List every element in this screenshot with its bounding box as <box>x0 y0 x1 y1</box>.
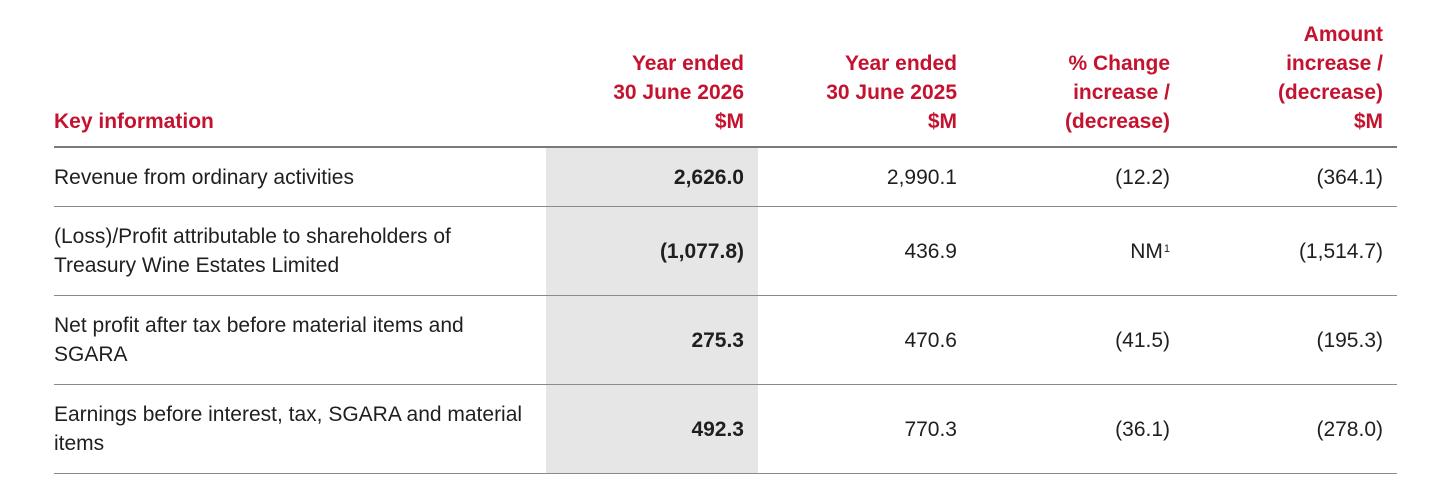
cell-prior-year: 770.3 <box>904 417 957 441</box>
header-amt-line-4: $M <box>1353 110 1383 133</box>
row-label: (Loss)/Profit attributable to shareholde… <box>54 225 451 277</box>
header-pct-line-3: (decrease) <box>1064 110 1170 133</box>
cell-prior-year: 470.6 <box>904 328 957 352</box>
header-prior-line-1: Year ended <box>844 52 957 75</box>
table-row-ebit: Earnings before interest, tax, SGARA and… <box>54 384 1397 474</box>
header-current-year: Year ended 30 June 2026 $M <box>546 20 758 147</box>
cell-percent-change: NM1 <box>971 207 1184 296</box>
key-information-table-container: Key information Year ended 30 June 2026 … <box>54 20 1397 474</box>
header-current-line-1: Year ended <box>631 52 744 75</box>
header-key-information-label: Key information <box>54 110 214 133</box>
header-pct-line-2: increase / <box>1073 81 1170 104</box>
table-row-profit-attributable: (Loss)/Profit attributable to shareholde… <box>54 206 1397 296</box>
header-prior-line-2: 30 June 2025 <box>826 81 957 104</box>
header-amt-line-1: Amount <box>1303 23 1383 46</box>
footnote-marker: 1 <box>1163 242 1170 255</box>
header-amount-change: Amount increase / (decrease) $M <box>1184 20 1397 147</box>
percent-change-value: (12.2) <box>1115 165 1170 189</box>
cell-current-year: 275.3 <box>546 295 758 385</box>
cell-amount-change: (278.0) <box>1316 417 1383 441</box>
cell-current-year: 2,626.0 <box>546 147 758 207</box>
table-row-revenue: Revenue from ordinary activities 2,626.0… <box>54 147 1397 207</box>
table-row-npat: Net profit after tax before material ite… <box>54 295 1397 385</box>
header-current-line-2: 30 June 2026 <box>613 81 744 104</box>
cell-amount-change: (364.1) <box>1316 165 1383 189</box>
percent-change-value: (41.5) <box>1115 328 1170 352</box>
header-amt-line-2: increase / <box>1286 52 1383 75</box>
percent-change-value: (36.1) <box>1115 417 1170 441</box>
header-prior-year: Year ended 30 June 2025 $M <box>758 20 971 147</box>
cell-prior-year: 2,990.1 <box>886 165 957 189</box>
cell-amount-change: (1,514.7) <box>1298 239 1383 263</box>
header-percent-change: % Change increase / (decrease) <box>971 20 1184 147</box>
header-amt-line-3: (decrease) <box>1277 81 1383 104</box>
header-key-information: Key information <box>54 20 546 147</box>
table-header-row: Key information Year ended 30 June 2026 … <box>54 20 1397 147</box>
row-label: Net profit after tax before material ite… <box>54 314 464 366</box>
cell-percent-change: (41.5) <box>971 296 1184 385</box>
row-label: Revenue from ordinary activities <box>54 165 354 189</box>
percent-change-value: NM <box>1130 239 1163 263</box>
row-label: Earnings before interest, tax, SGARA and… <box>54 403 523 455</box>
cell-amount-change: (195.3) <box>1316 328 1383 352</box>
key-information-table: Key information Year ended 30 June 2026 … <box>54 20 1397 474</box>
cell-percent-change: (36.1) <box>971 385 1184 474</box>
header-current-line-3: $M <box>714 110 744 133</box>
cell-percent-change: (12.2) <box>971 147 1184 207</box>
header-prior-line-3: $M <box>927 110 957 133</box>
cell-prior-year: 436.9 <box>904 239 957 263</box>
cell-current-year: (1,077.8) <box>546 206 758 296</box>
header-pct-line-1: % Change <box>1068 52 1170 75</box>
cell-current-year: 492.3 <box>546 384 758 474</box>
